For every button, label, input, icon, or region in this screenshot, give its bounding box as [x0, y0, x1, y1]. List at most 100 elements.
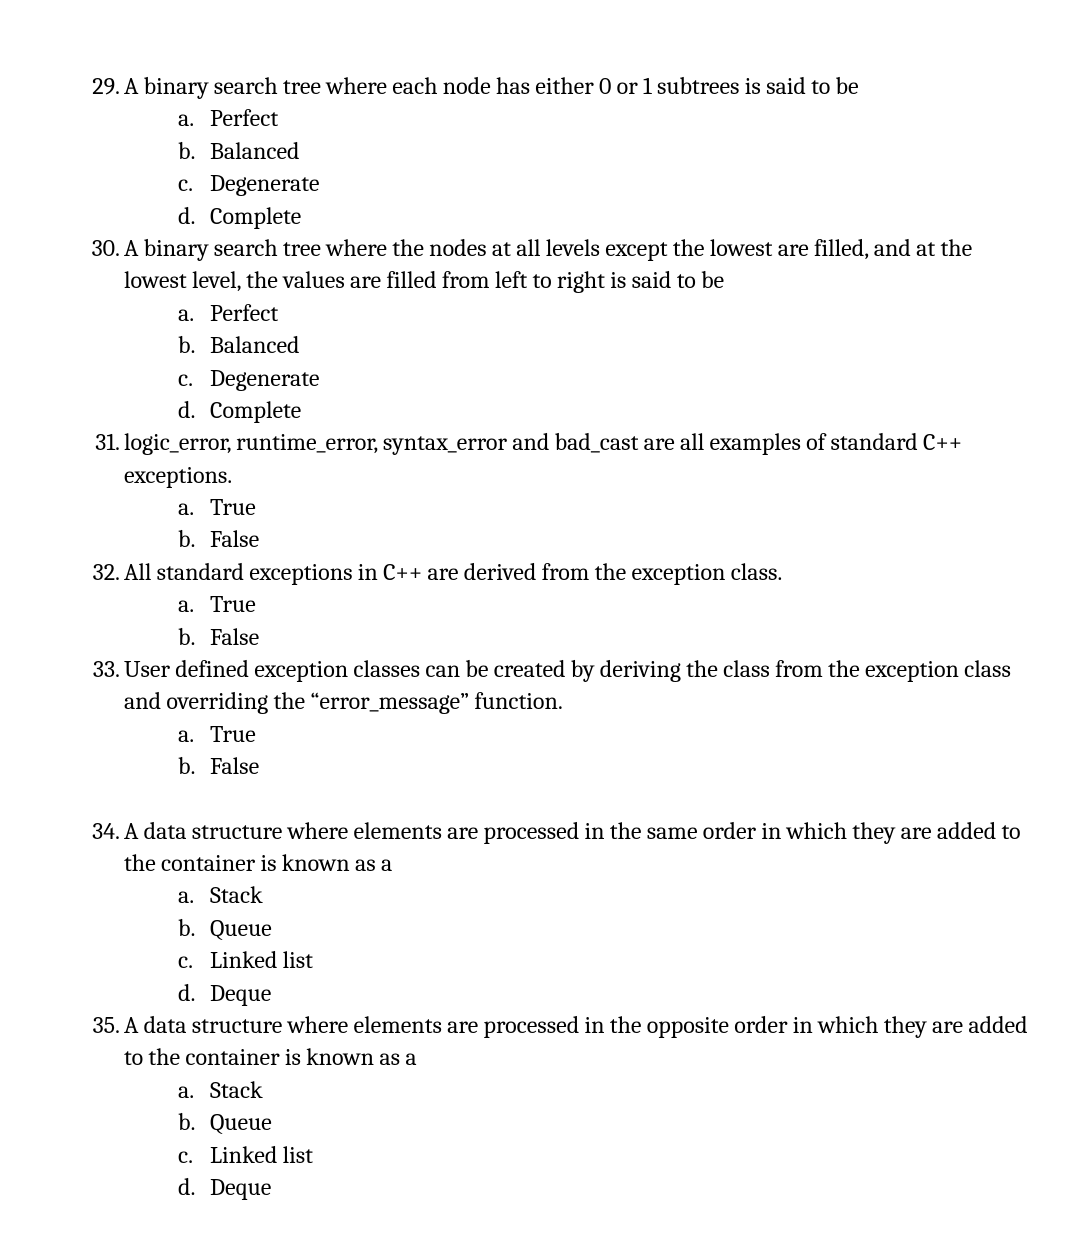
option-letter: b.: [178, 329, 210, 361]
option-text: Complete: [210, 394, 1040, 426]
option-letter: a.: [178, 879, 210, 911]
option-letter: a.: [178, 588, 210, 620]
question-text: All standard exceptions in C++ are deriv…: [124, 556, 1040, 588]
question-row: 31.logic_error, runtime_error, syntax_er…: [80, 426, 1040, 491]
option-row: b.Queue: [80, 912, 1040, 944]
question-number: 31.: [80, 426, 124, 458]
option-row: d.Complete: [80, 200, 1040, 232]
question: 30.A binary search tree where the nodes …: [80, 232, 1040, 426]
option-row: a.True: [80, 588, 1040, 620]
option-letter: b.: [178, 135, 210, 167]
question-number: 33.: [80, 653, 124, 685]
question-text: logic_error, runtime_error, syntax_error…: [124, 426, 1040, 491]
question-text: A binary search tree where the nodes at …: [124, 232, 1040, 297]
options-list: a.Trueb.False: [80, 718, 1040, 783]
options-list: a.Stackb.Queuec.Linked listd.Deque: [80, 879, 1040, 1009]
option-text: Balanced: [210, 135, 1040, 167]
option-letter: a.: [178, 102, 210, 134]
question-row: 33.User defined exception classes can be…: [80, 653, 1040, 718]
option-row: c.Degenerate: [80, 167, 1040, 199]
option-letter: d.: [178, 977, 210, 1009]
option-letter: a.: [178, 1074, 210, 1106]
question: 35.A data structure where elements are p…: [80, 1009, 1040, 1203]
option-letter: a.: [178, 491, 210, 523]
question: 33.User defined exception classes can be…: [80, 653, 1040, 783]
option-row: d.Deque: [80, 1171, 1040, 1203]
question-text: A data structure where elements are proc…: [124, 815, 1040, 880]
option-letter: b.: [178, 912, 210, 944]
option-letter: d.: [178, 394, 210, 426]
option-row: a.True: [80, 718, 1040, 750]
document-body: 29.A binary search tree where each node …: [80, 70, 1040, 1203]
question-text: User defined exception classes can be cr…: [124, 653, 1040, 718]
option-row: a.Perfect: [80, 297, 1040, 329]
question-number: 29.: [80, 70, 124, 102]
option-text: Stack: [210, 1074, 1040, 1106]
question-text: A binary search tree where each node has…: [124, 70, 1040, 102]
question-number: 34.: [80, 815, 124, 847]
option-row: c.Linked list: [80, 1139, 1040, 1171]
option-letter: a.: [178, 297, 210, 329]
question: 29.A binary search tree where each node …: [80, 70, 1040, 232]
question-row: 35.A data structure where elements are p…: [80, 1009, 1040, 1074]
option-letter: b.: [178, 523, 210, 555]
option-letter: b.: [178, 750, 210, 782]
options-list: a.Trueb.False: [80, 588, 1040, 653]
option-text: Stack: [210, 879, 1040, 911]
option-text: True: [210, 588, 1040, 620]
options-list: a.Perfectb.Balancedc.Degenerated.Complet…: [80, 102, 1040, 232]
option-text: False: [210, 523, 1040, 555]
option-row: d.Deque: [80, 977, 1040, 1009]
question: 34.A data structure where elements are p…: [80, 815, 1040, 1009]
question: 31.logic_error, runtime_error, syntax_er…: [80, 426, 1040, 556]
option-text: Balanced: [210, 329, 1040, 361]
question: 32.All standard exceptions in C++ are de…: [80, 556, 1040, 653]
option-letter: c.: [178, 167, 210, 199]
option-letter: d.: [178, 200, 210, 232]
question-row: 29.A binary search tree where each node …: [80, 70, 1040, 102]
question-row: 32.All standard exceptions in C++ are de…: [80, 556, 1040, 588]
option-text: Perfect: [210, 102, 1040, 134]
options-list: a.Stackb.Queuec.Linked listd.Deque: [80, 1074, 1040, 1204]
option-row: d.Complete: [80, 394, 1040, 426]
question-number: 35.: [80, 1009, 124, 1041]
option-row: a.Stack: [80, 1074, 1040, 1106]
question-row: 34.A data structure where elements are p…: [80, 815, 1040, 880]
question-number: 30.: [80, 232, 124, 264]
option-row: b.False: [80, 750, 1040, 782]
option-row: b.Balanced: [80, 329, 1040, 361]
option-letter: c.: [178, 362, 210, 394]
option-text: Complete: [210, 200, 1040, 232]
option-row: a.Stack: [80, 879, 1040, 911]
option-text: Queue: [210, 1106, 1040, 1138]
option-letter: c.: [178, 944, 210, 976]
option-letter: b.: [178, 1106, 210, 1138]
option-text: False: [210, 621, 1040, 653]
question-row: 30.A binary search tree where the nodes …: [80, 232, 1040, 297]
option-row: b.Balanced: [80, 135, 1040, 167]
option-text: Deque: [210, 977, 1040, 1009]
option-row: a.Perfect: [80, 102, 1040, 134]
option-row: c.Linked list: [80, 944, 1040, 976]
question-text: A data structure where elements are proc…: [124, 1009, 1040, 1074]
option-text: Perfect: [210, 297, 1040, 329]
paragraph-gap: [80, 783, 1040, 815]
option-row: a.True: [80, 491, 1040, 523]
option-text: Degenerate: [210, 167, 1040, 199]
options-list: a.Perfectb.Balancedc.Degenerated.Complet…: [80, 297, 1040, 427]
option-row: b.False: [80, 621, 1040, 653]
option-text: Queue: [210, 912, 1040, 944]
option-row: b.False: [80, 523, 1040, 555]
option-text: False: [210, 750, 1040, 782]
options-list: a.Trueb.False: [80, 491, 1040, 556]
option-text: True: [210, 491, 1040, 523]
option-letter: b.: [178, 621, 210, 653]
option-text: Linked list: [210, 1139, 1040, 1171]
option-row: c.Degenerate: [80, 362, 1040, 394]
option-text: Deque: [210, 1171, 1040, 1203]
option-letter: a.: [178, 718, 210, 750]
option-text: True: [210, 718, 1040, 750]
question-number: 32.: [80, 556, 124, 588]
option-letter: d.: [178, 1171, 210, 1203]
option-letter: c.: [178, 1139, 210, 1171]
